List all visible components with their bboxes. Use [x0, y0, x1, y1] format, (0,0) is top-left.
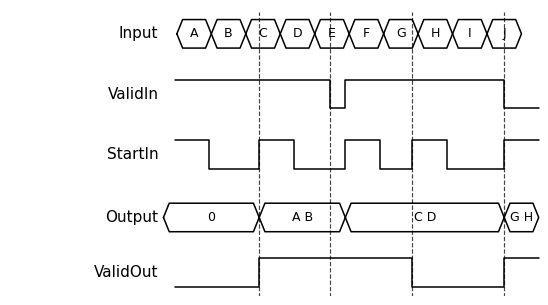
Text: H: H [431, 27, 440, 40]
Text: Output: Output [105, 210, 158, 225]
Text: ValidIn: ValidIn [107, 87, 158, 102]
Text: D: D [293, 27, 302, 40]
Text: ValidOut: ValidOut [94, 265, 158, 280]
Text: B: B [224, 27, 233, 40]
Text: A B: A B [292, 211, 313, 224]
Text: F: F [363, 27, 370, 40]
Text: E: E [328, 27, 336, 40]
Text: A: A [190, 27, 198, 40]
Text: I: I [468, 27, 472, 40]
Text: G: G [396, 27, 406, 40]
Text: G H: G H [510, 211, 533, 224]
Text: StartIn: StartIn [107, 147, 158, 162]
Text: 0: 0 [207, 211, 215, 224]
Text: Input: Input [119, 26, 158, 41]
Text: C D: C D [414, 211, 436, 224]
Text: J: J [503, 27, 506, 40]
Text: C: C [259, 27, 267, 40]
